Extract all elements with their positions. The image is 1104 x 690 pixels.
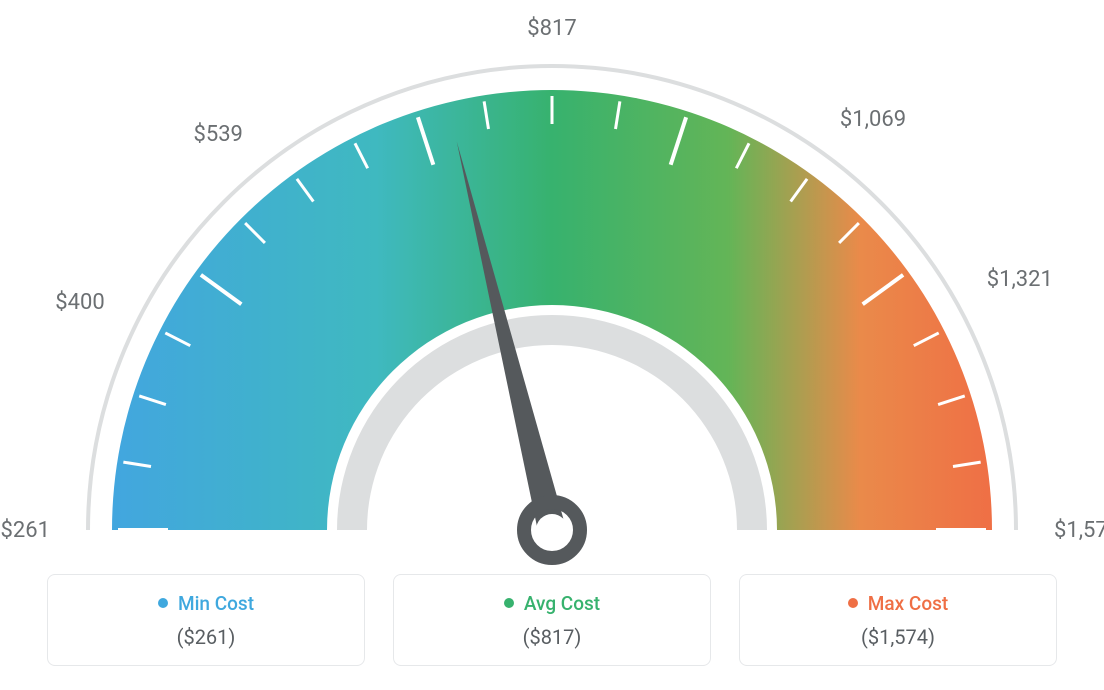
legend-title-max: Max Cost xyxy=(868,592,948,615)
legend-card-max: Max Cost ($1,574) xyxy=(739,574,1057,666)
legend-value-avg: ($817) xyxy=(523,625,582,649)
legend-card-min: Min Cost ($261) xyxy=(47,574,365,666)
cost-gauge: $261$400$539$817$1,069$1,321$1,574 xyxy=(22,20,1082,580)
legend-value-min: ($261) xyxy=(177,625,236,649)
legend-dot-min xyxy=(158,598,168,608)
legend-title-min: Min Cost xyxy=(178,592,254,615)
legend-row: Min Cost ($261) Avg Cost ($817) Max Cost… xyxy=(47,574,1057,666)
gauge-scale-label: $1,574 xyxy=(1054,518,1104,543)
legend-value-max: ($1,574) xyxy=(861,625,935,649)
gauge-scale-label: $539 xyxy=(163,122,243,147)
gauge-scale-label: $400 xyxy=(25,290,105,315)
gauge-scale-label: $1,321 xyxy=(987,267,1053,292)
legend-dot-max xyxy=(848,598,858,608)
legend-card-avg: Avg Cost ($817) xyxy=(393,574,711,666)
gauge-scale-label: $817 xyxy=(512,16,592,41)
legend-dot-avg xyxy=(504,598,514,608)
gauge-scale-label: $261 xyxy=(0,518,50,543)
gauge-svg xyxy=(22,20,1082,580)
gauge-scale-label: $1,069 xyxy=(840,107,906,132)
legend-title-avg: Avg Cost xyxy=(524,592,600,615)
